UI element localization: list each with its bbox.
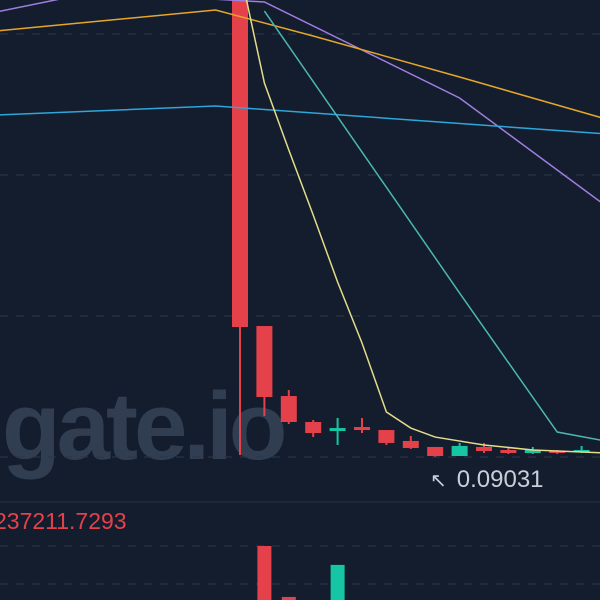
candle-body: [256, 326, 273, 398]
volume-bar: [330, 564, 345, 600]
low-price-marker: ↖ 0.09031: [430, 466, 544, 494]
candle-body: [476, 446, 492, 451]
moving-average-line: [263, 10, 600, 441]
candle-body: [500, 449, 517, 453]
volume-bar: [281, 596, 296, 600]
moving-average-line: [245, 0, 600, 454]
candle-body: [524, 449, 541, 453]
candle-body: [378, 430, 395, 443]
candle-body: [232, 0, 248, 328]
moving-average-line: [0, 9, 600, 119]
arrow-up-left-icon: ↖: [430, 470, 447, 492]
volume-value: 237211.7293: [0, 508, 127, 534]
low-price-value: 0.09031: [456, 466, 544, 493]
moving-average-line: [0, 0, 600, 203]
candle-body: [402, 440, 419, 448]
candle-body: [451, 445, 468, 457]
candle-body: [329, 428, 346, 432]
candle-body: [427, 446, 444, 457]
candle-body: [354, 427, 370, 431]
volume-bar: [257, 546, 272, 600]
candle-body: [573, 449, 590, 452]
candle-body: [549, 450, 566, 453]
moving-average-line: [0, 105, 600, 135]
candle-body: [305, 422, 322, 434]
candle-body: [280, 396, 297, 423]
